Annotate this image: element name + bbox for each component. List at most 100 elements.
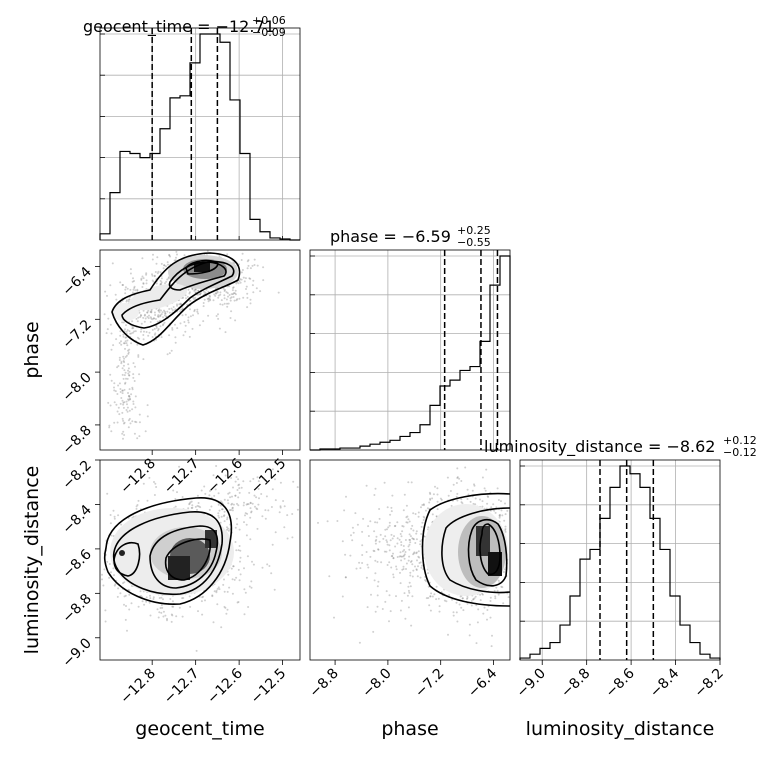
- sample-point: [174, 308, 177, 311]
- sample-point: [146, 404, 149, 407]
- sample-point: [131, 386, 134, 389]
- sample-point: [215, 315, 218, 317]
- sample-point: [172, 605, 175, 608]
- sample-point: [186, 295, 189, 298]
- sample-point: [123, 595, 126, 598]
- sample-point: [494, 597, 497, 600]
- sample-point: [412, 512, 415, 515]
- sample-point: [132, 400, 135, 403]
- sample-point: [175, 615, 178, 618]
- sample-point: [223, 290, 226, 292]
- sample-point: [490, 506, 493, 509]
- sample-point: [208, 494, 211, 497]
- sample-point: [223, 520, 226, 523]
- sample-point: [421, 504, 424, 506]
- sample-point: [429, 595, 432, 598]
- sample-point: [115, 403, 118, 406]
- sample-point: [127, 426, 130, 429]
- sample-point: [494, 595, 497, 598]
- sample-point: [164, 312, 167, 315]
- sample-point: [106, 294, 108, 297]
- sample-point: [489, 596, 492, 599]
- sample-point: [127, 367, 130, 370]
- sample-point: [250, 586, 253, 589]
- sample-point: [479, 498, 481, 501]
- sample-point: [121, 417, 124, 420]
- y-tick-label: −6.4: [59, 264, 94, 299]
- sample-point: [373, 494, 376, 496]
- sample-point: [417, 555, 420, 558]
- sample-point: [221, 508, 224, 511]
- sample-point: [376, 560, 379, 563]
- sample-point: [392, 557, 395, 560]
- sample-point: [504, 530, 507, 533]
- sample-point: [251, 284, 254, 287]
- sample-point: [219, 504, 222, 507]
- sample-point: [244, 277, 247, 280]
- sample-point: [160, 262, 163, 265]
- sample-point: [366, 563, 369, 566]
- sample-point: [408, 591, 411, 594]
- sample-point: [134, 406, 137, 409]
- sample-point: [225, 612, 228, 615]
- sample-point: [208, 294, 211, 297]
- sample-point: [359, 567, 362, 570]
- sample-point: [227, 527, 230, 530]
- sample-point: [160, 336, 163, 339]
- sample-point: [121, 389, 124, 392]
- sample-point: [116, 393, 119, 395]
- sample-point: [472, 502, 475, 505]
- sample-point: [146, 315, 149, 318]
- sample-point: [113, 515, 116, 518]
- sample-point: [125, 336, 128, 339]
- sample-point: [165, 280, 168, 283]
- sample-point: [121, 367, 124, 370]
- sample-point: [423, 516, 426, 519]
- sample-point: [128, 395, 131, 398]
- sample-point: [445, 600, 448, 603]
- sample-point: [159, 315, 162, 318]
- sample-point: [116, 595, 119, 598]
- sample-point: [232, 261, 235, 264]
- sample-point: [160, 282, 163, 285]
- sample-point: [172, 489, 175, 492]
- sample-point: [257, 480, 260, 483]
- sample-point: [187, 288, 190, 291]
- sample-point: [125, 409, 128, 411]
- sample-point: [232, 286, 235, 289]
- sample-point: [116, 410, 119, 413]
- sample-point: [116, 366, 119, 369]
- sample-point: [111, 262, 114, 265]
- sample-point: [361, 530, 364, 533]
- sample-point: [203, 290, 205, 293]
- sample-point: [126, 406, 129, 409]
- sample-point: [219, 521, 222, 524]
- sample-point: [253, 258, 256, 261]
- sample-point: [271, 468, 274, 471]
- sample-point: [138, 435, 141, 438]
- sample-point: [240, 486, 243, 489]
- sample-point: [456, 476, 459, 479]
- sample-point: [141, 600, 144, 603]
- panel-frame: [519, 459, 721, 661]
- sample-point: [370, 593, 372, 596]
- contour-middle: [121, 260, 235, 329]
- sample-point: [393, 535, 395, 538]
- sample-point: [216, 483, 218, 486]
- sample-point: [109, 522, 112, 525]
- sample-point: [126, 299, 128, 302]
- sample-point: [127, 395, 130, 398]
- sample-point: [176, 491, 178, 494]
- sample-point: [471, 489, 474, 492]
- sample-point: [237, 601, 240, 603]
- sample-point: [392, 557, 395, 559]
- sample-point: [198, 324, 201, 327]
- sample-point: [125, 605, 127, 607]
- panel-frame: [99, 459, 301, 661]
- sample-point: [223, 302, 226, 305]
- sample-point: [223, 498, 226, 501]
- sample-point: [120, 343, 123, 346]
- sample-point: [491, 634, 493, 637]
- sample-point: [400, 541, 403, 544]
- sample-point: [402, 565, 405, 568]
